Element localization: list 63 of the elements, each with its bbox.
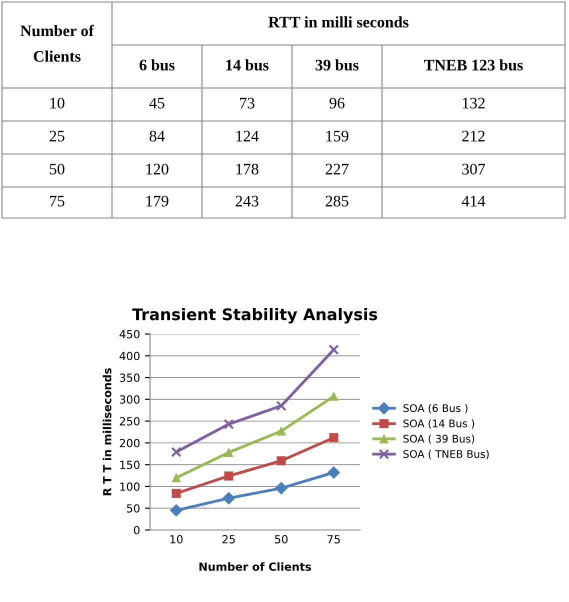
- text: Number of Clients: [20, 24, 94, 62]
- x-tick-label: 50: [275, 535, 288, 544]
- y-tick-label: 150: [120, 460, 140, 470]
- x-axis-title: Number of Clients: [199, 562, 312, 571]
- point: [171, 446, 182, 458]
- y-tick-label: 200: [120, 438, 140, 448]
- point: [224, 471, 234, 481]
- point: [224, 448, 234, 457]
- point: [276, 400, 286, 412]
- text: 132: [462, 98, 485, 108]
- text: 96: [330, 98, 345, 108]
- point: [275, 482, 288, 494]
- legend-label: SOA (14 Bus ): [403, 419, 474, 429]
- x-tick-label: 10: [170, 535, 183, 544]
- y-tick-label: 250: [120, 417, 140, 426]
- text: 179: [146, 196, 168, 206]
- text: 414: [462, 196, 486, 206]
- point: [329, 433, 338, 442]
- text: 243: [236, 196, 258, 206]
- text: 73: [240, 98, 254, 108]
- text: 14 bus: [226, 59, 269, 71]
- y-tick-label: 0: [134, 526, 140, 534]
- point: [329, 392, 338, 401]
- point: [328, 344, 339, 355]
- y-tick-label: 450: [120, 330, 140, 338]
- point: [172, 473, 181, 482]
- text: 285: [326, 196, 348, 206]
- legend-label: SOA ( TNEB Bus): [403, 450, 489, 460]
- text: 124: [236, 130, 259, 142]
- point: [170, 504, 182, 517]
- text: 84: [150, 130, 165, 142]
- point: [222, 492, 235, 504]
- text: 45: [149, 98, 164, 108]
- text: 120: [146, 164, 168, 174]
- text: 307: [462, 164, 486, 174]
- y-tick-label: 50: [126, 504, 140, 513]
- y-axis-title: R T T in milliseconds: [102, 368, 112, 496]
- text: 39 bus: [316, 59, 359, 71]
- legend-label: SOA ( 39 Bus): [403, 434, 474, 444]
- y-tick-label: 350: [120, 374, 140, 382]
- x-tick-label: 75: [328, 535, 340, 544]
- point: [224, 418, 234, 430]
- text: 75: [50, 196, 64, 206]
- point: [276, 426, 286, 436]
- text: 212: [462, 130, 485, 142]
- text: TNEB 123 bus: [424, 59, 523, 71]
- point: [328, 466, 340, 479]
- x-tick-label: 25: [222, 535, 235, 544]
- y-tick-label: 300: [120, 395, 140, 404]
- text: 159: [326, 130, 348, 142]
- text: 25: [50, 130, 64, 142]
- point: [172, 488, 181, 498]
- point: [276, 456, 286, 466]
- y-tick-label: 100: [120, 482, 140, 491]
- text: 178: [236, 164, 258, 174]
- text: 6 bus: [140, 59, 175, 71]
- y-tick-label: 400: [120, 352, 140, 360]
- text: RTT in milli seconds: [268, 16, 408, 28]
- legend-label: SOA (6 Bus ): [403, 404, 468, 414]
- text: 227: [326, 164, 349, 174]
- chart-title: Transient Stability Analysis: [132, 308, 378, 324]
- text: 10: [50, 98, 64, 108]
- text: 50: [50, 164, 64, 174]
